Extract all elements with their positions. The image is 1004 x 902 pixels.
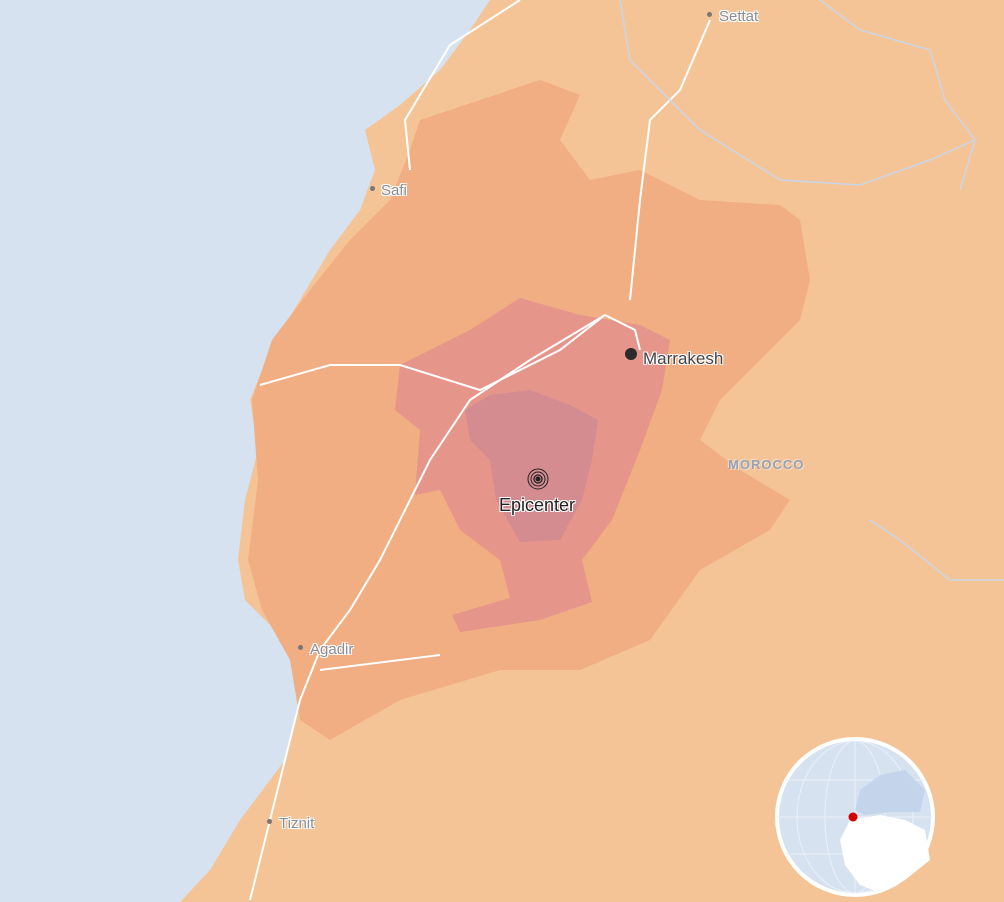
- city-dot: [370, 186, 375, 191]
- location-marker: [848, 812, 858, 822]
- city-dot: [707, 12, 712, 17]
- epicenter-label: Epicenter: [499, 495, 576, 515]
- rivers: [619, 0, 1004, 581]
- city-dot: [298, 645, 303, 650]
- epicenter-marker[interactable]: [527, 468, 549, 490]
- country-label: MOROCCO: [728, 457, 805, 472]
- locator-globe: [775, 737, 935, 897]
- city-label-safi: Safi: [381, 182, 407, 199]
- city-label-settat: Settat: [719, 8, 759, 25]
- city-label-agadir: Agadir: [310, 641, 354, 658]
- city-label-tiznit: Tiznit: [279, 815, 315, 832]
- city-label-marrakesh: Marrakesh: [643, 349, 724, 368]
- city-dot: [267, 819, 272, 824]
- roads: [249, 0, 711, 901]
- marrakesh-dot: [625, 348, 637, 360]
- intensity-zone-inner: [465, 390, 598, 542]
